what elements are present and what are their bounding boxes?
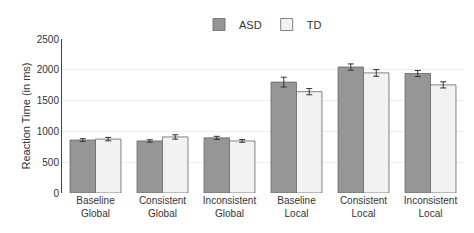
svg-text:500: 500 — [42, 157, 59, 168]
svg-text:1000: 1000 — [37, 126, 60, 137]
svg-text:0: 0 — [53, 188, 59, 199]
svg-text:BaselineLocal: BaselineLocal — [277, 195, 316, 219]
svg-text:InconsistentLocal: InconsistentLocal — [404, 195, 458, 219]
svg-text:ASD: ASD — [239, 19, 262, 31]
svg-text:Reaction Time (in ms): Reaction Time (in ms) — [20, 63, 32, 170]
svg-text:BaselineGlobal: BaselineGlobal — [76, 195, 115, 219]
svg-text:2000: 2000 — [37, 64, 60, 75]
svg-text:TD: TD — [307, 19, 322, 31]
svg-text:InconsistentGlobal: InconsistentGlobal — [203, 195, 257, 219]
svg-text:2500: 2500 — [37, 34, 60, 45]
svg-text:ConsistentLocal: ConsistentLocal — [340, 195, 387, 219]
svg-text:ConsistentGlobal: ConsistentGlobal — [139, 195, 186, 219]
svg-text:1500: 1500 — [37, 95, 60, 106]
